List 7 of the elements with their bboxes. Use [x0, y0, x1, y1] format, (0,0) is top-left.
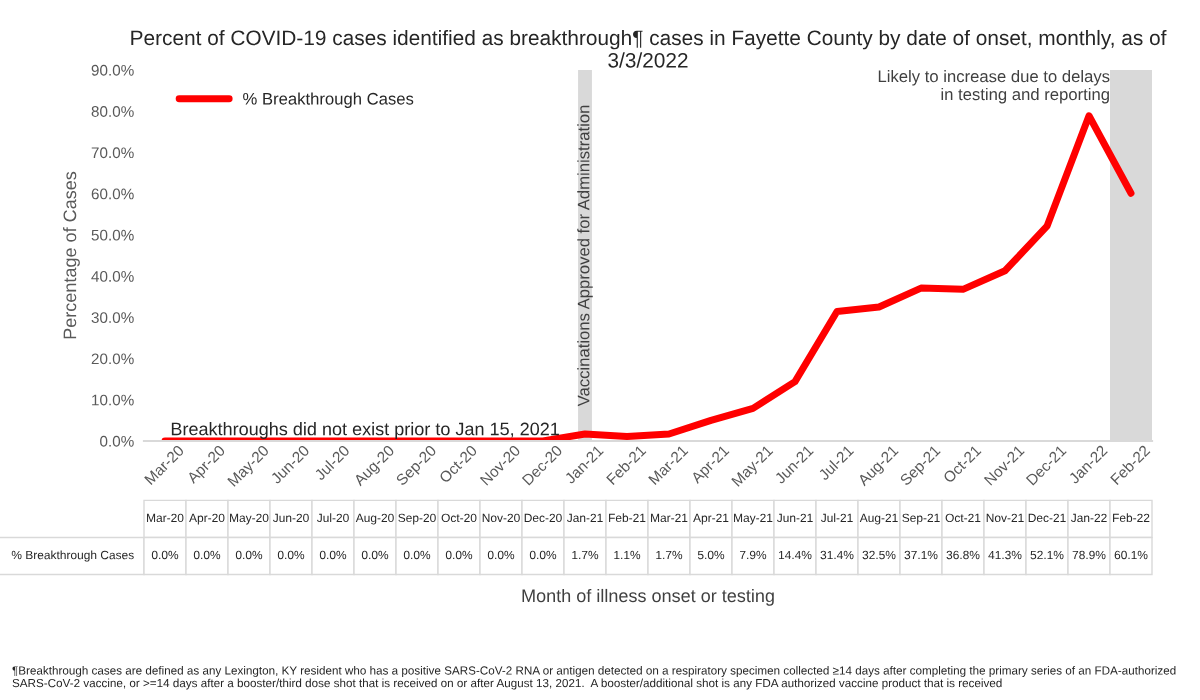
legend-label: % Breakthrough Cases: [243, 92, 414, 108]
chart-title: Percent of COVID-19 cases identified as breakthrough¶ cases in Fayette County by date of onset, monthly, as of 3/3/2022: [131, 29, 1167, 68]
y-axis-title: Percentage of Cases: [63, 171, 80, 339]
annotation: Breakthroughs did not exist prior to Jan 15, 2021: [171, 422, 559, 439]
text: Month of illness onset or testing: [522, 588, 774, 606]
band-label: Likely to increase due to delays in testing and reporting: [878, 70, 1110, 104]
ref-line-label: Vaccinations Approved for Administration: [577, 105, 593, 407]
